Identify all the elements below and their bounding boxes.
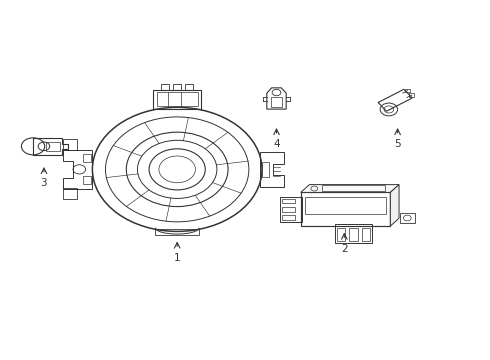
Bar xyxy=(280,197,302,222)
Polygon shape xyxy=(301,185,399,192)
Bar xyxy=(161,84,169,90)
Bar xyxy=(153,90,201,109)
Bar xyxy=(83,154,92,162)
Bar xyxy=(270,97,282,107)
Bar xyxy=(409,93,414,97)
Bar xyxy=(262,162,269,177)
Bar xyxy=(47,141,60,151)
Text: 3: 3 xyxy=(41,178,47,188)
Bar xyxy=(173,84,181,90)
Bar xyxy=(362,228,370,241)
Polygon shape xyxy=(391,185,399,226)
Bar xyxy=(155,229,199,235)
Bar xyxy=(63,139,77,150)
Bar xyxy=(83,176,92,184)
Text: 4: 4 xyxy=(273,139,280,149)
Bar xyxy=(282,207,295,212)
Bar xyxy=(301,192,391,226)
Bar xyxy=(305,197,387,214)
Bar xyxy=(405,89,410,93)
Bar xyxy=(282,215,295,220)
Bar xyxy=(282,199,295,203)
Text: 2: 2 xyxy=(341,244,347,254)
Bar xyxy=(321,185,385,191)
Bar xyxy=(349,228,358,241)
Text: 1: 1 xyxy=(174,253,180,263)
Bar xyxy=(337,228,345,241)
Text: 5: 5 xyxy=(394,139,401,149)
Bar xyxy=(185,84,193,90)
Bar xyxy=(400,213,415,223)
Bar xyxy=(63,188,77,199)
Bar xyxy=(157,93,197,106)
Bar xyxy=(335,224,372,243)
